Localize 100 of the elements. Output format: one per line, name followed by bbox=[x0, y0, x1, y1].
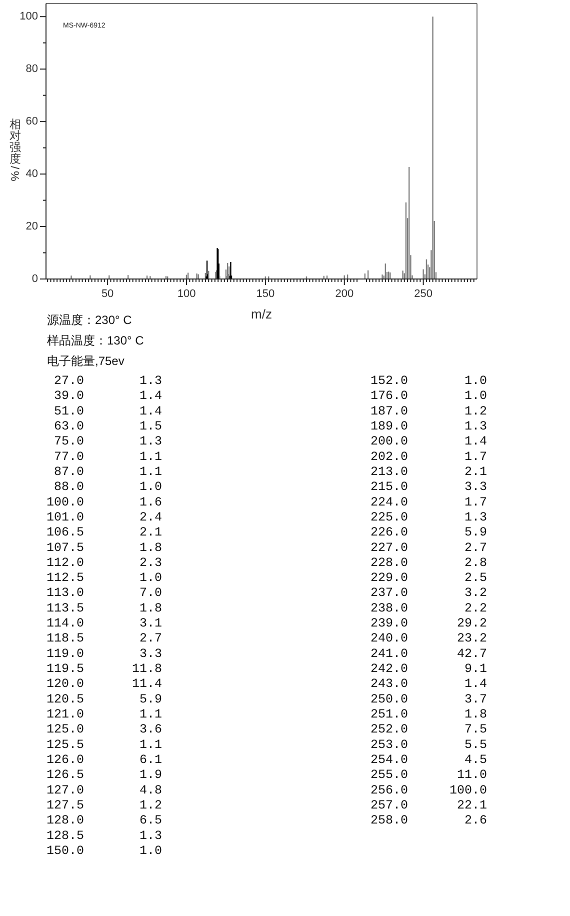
text: 1.7 bbox=[464, 495, 487, 510]
y-tick-label: 80 bbox=[26, 63, 38, 76]
text: 2.3 bbox=[139, 556, 162, 570]
text: 113.5 bbox=[46, 601, 84, 616]
text: 1.1 bbox=[139, 464, 162, 479]
text: 113.0 bbox=[46, 586, 84, 600]
text: 2.4 bbox=[139, 510, 162, 524]
text: 1.3 bbox=[139, 828, 162, 843]
text: 5.9 bbox=[139, 692, 162, 706]
text: 187.0 bbox=[370, 404, 408, 418]
text: 213.0 bbox=[370, 464, 408, 479]
text: 11.4 bbox=[132, 677, 162, 692]
text: 119.0 bbox=[46, 646, 84, 661]
text: 112.5 bbox=[46, 571, 84, 586]
text: 1.8 bbox=[139, 601, 162, 616]
text: 2.7 bbox=[464, 540, 487, 555]
text: 3.7 bbox=[464, 692, 487, 706]
text: 87.0 bbox=[54, 464, 84, 479]
text: 77.0 bbox=[54, 450, 84, 464]
text: 1.0 bbox=[139, 571, 162, 586]
text: 152.0 bbox=[370, 374, 408, 388]
text: 202.0 bbox=[370, 450, 408, 464]
text: 100.0 bbox=[46, 495, 84, 510]
text: 1.4 bbox=[464, 434, 487, 449]
text: 253.0 bbox=[370, 738, 408, 752]
text: 6.1 bbox=[139, 753, 162, 767]
text: 128.5 bbox=[46, 828, 84, 843]
text: 1.0 bbox=[139, 844, 162, 858]
y-tick-label: 20 bbox=[26, 220, 38, 233]
text: 5.5 bbox=[464, 738, 487, 752]
text: 5.9 bbox=[464, 526, 487, 540]
text: 224.0 bbox=[370, 495, 408, 510]
text: 118.5 bbox=[46, 632, 84, 646]
text: 3.1 bbox=[139, 616, 162, 631]
text: 127.0 bbox=[46, 783, 84, 798]
text: 27.0 bbox=[54, 374, 84, 388]
text: 22.1 bbox=[456, 798, 487, 812]
text: 107.5 bbox=[46, 540, 84, 555]
text: 106.5 bbox=[46, 526, 84, 540]
text: 1.6 bbox=[139, 495, 162, 510]
text: 6.5 bbox=[139, 814, 162, 828]
text: 1.1 bbox=[139, 738, 162, 752]
text: 238.0 bbox=[370, 601, 408, 616]
text: 127.5 bbox=[46, 798, 84, 812]
text: 240.0 bbox=[370, 632, 408, 646]
text: 225.0 bbox=[370, 510, 408, 524]
text: 1.9 bbox=[139, 768, 162, 782]
text: 241.0 bbox=[370, 646, 408, 661]
text: 1.5 bbox=[139, 419, 162, 434]
text: 227.0 bbox=[370, 540, 408, 555]
y-tick-label: 100 bbox=[20, 10, 38, 23]
text: 1.3 bbox=[464, 419, 487, 434]
text: 239.0 bbox=[370, 616, 408, 631]
text: 200.0 bbox=[370, 434, 408, 449]
text: 63.0 bbox=[54, 419, 84, 434]
text: 29.2 bbox=[456, 616, 487, 631]
text: 120.0 bbox=[46, 677, 84, 692]
text: 128.0 bbox=[46, 814, 84, 828]
text: 88.0 bbox=[54, 480, 84, 494]
x-tick-label: 150 bbox=[256, 288, 275, 300]
text: 1.3 bbox=[464, 510, 487, 524]
text: 226.0 bbox=[370, 526, 408, 540]
y-axis-title: 相对强度/% bbox=[8, 118, 22, 182]
text: 114.0 bbox=[46, 616, 84, 631]
text: 176.0 bbox=[370, 389, 408, 404]
text: 243.0 bbox=[370, 677, 408, 692]
text: 3.2 bbox=[464, 586, 487, 600]
text: 125.5 bbox=[46, 738, 84, 752]
text: 1.4 bbox=[464, 677, 487, 692]
text: 1.0 bbox=[139, 480, 162, 494]
text: 121.0 bbox=[46, 708, 84, 722]
text: 251.0 bbox=[370, 708, 408, 722]
text: 1.4 bbox=[139, 404, 162, 418]
text: 250.0 bbox=[370, 692, 408, 706]
text: 39.0 bbox=[54, 389, 84, 404]
text: 112.0 bbox=[46, 556, 84, 570]
x-axis-title: m/z bbox=[251, 306, 272, 322]
text: 189.0 bbox=[370, 419, 408, 434]
x-tick-label: 50 bbox=[101, 288, 114, 300]
text: 75.0 bbox=[54, 434, 84, 449]
text: 150.0 bbox=[46, 844, 84, 858]
text: 228.0 bbox=[370, 556, 408, 570]
text: 4.8 bbox=[139, 783, 162, 798]
text: 1.3 bbox=[139, 434, 162, 449]
text: 2.8 bbox=[464, 556, 487, 570]
text: 7.0 bbox=[139, 586, 162, 600]
text: 215.0 bbox=[370, 480, 408, 494]
text: 1.2 bbox=[464, 404, 487, 418]
x-tick-label: 250 bbox=[414, 288, 432, 300]
y-tick-label: 0 bbox=[32, 273, 38, 285]
text: 252.0 bbox=[370, 722, 408, 737]
text: 125.0 bbox=[46, 722, 84, 737]
text: 1.0 bbox=[464, 389, 487, 404]
text: 1.2 bbox=[139, 798, 162, 812]
text: 1.1 bbox=[139, 450, 162, 464]
text: 119.5 bbox=[46, 662, 84, 676]
text: 2.2 bbox=[464, 601, 487, 616]
text: 42.7 bbox=[456, 646, 487, 661]
text: 2.5 bbox=[464, 571, 487, 586]
text: 2.6 bbox=[464, 814, 487, 828]
